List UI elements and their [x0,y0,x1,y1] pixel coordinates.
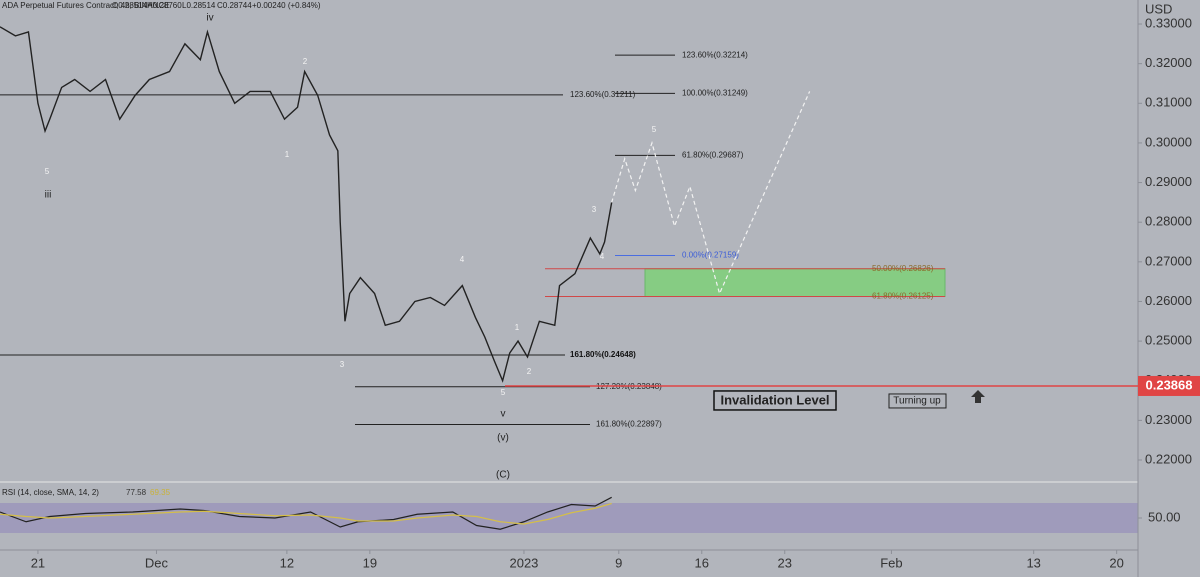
rsi-line [0,502,612,525]
price-tag-label: 0.23868 [1146,377,1193,392]
y-tick-label: 0.33000 [1145,15,1192,30]
y-tick-label: 0.22000 [1145,451,1192,466]
ohlc-label: H0.28760 [147,1,182,10]
rsi-value: 77.58 [126,488,147,497]
wave-label: 3 [592,205,597,214]
wave-label: 4 [600,252,605,261]
x-tick-label: Feb [880,555,902,570]
note-box [888,393,947,409]
fib-label: 161.80%(0.24648) [570,350,636,359]
fib-label: 123.60%(0.32214) [682,50,748,59]
rsi-title: RSI (14, close, SMA, 14, 2) [2,488,99,497]
wave-label: iii [45,190,52,201]
invalidation-label: Invalidation Level [720,392,829,407]
y-tick-label: 0.23000 [1145,412,1192,427]
y-tick-label: 0.26000 [1145,293,1192,308]
wave-label: (v) [497,433,509,444]
x-tick-label: 16 [695,555,709,570]
invalidation-box [713,390,837,411]
fib-label: 61.80%(0.26125) [872,292,934,301]
wave-label: 1 [285,150,290,159]
wave-label: v [501,409,506,420]
fib-label: 50.00%(0.26826) [872,264,934,273]
arrow-up [971,389,985,403]
fib-label: 100.00%(0.31249) [682,89,748,98]
title: ADA Perpetual Futures Contract, 4h, BINA… [2,1,170,10]
target-zone [644,268,946,298]
price-line [0,26,613,383]
ohlc-label: L0.28514 [182,1,216,10]
x-tick-label: 12 [280,555,294,570]
y-axis-label: USD [1145,1,1172,16]
wave-label: 2 [303,57,308,66]
ohlc-label: +0.00240 (+0.84%) [252,1,321,10]
y-tick-label: 50.00 [1148,509,1181,524]
ohlc-label: C0.28744 [217,1,252,10]
fib-label: 61.80%(0.29687) [682,150,744,159]
fib-label: 161.80%(0.22897) [596,420,662,429]
price-tag [1138,375,1200,396]
wave-label: 5 [501,388,506,397]
wave-label: 2 [527,367,532,376]
x-tick-label: 2023 [509,555,538,570]
price-line [611,91,811,296]
fib-label: 123.60%(0.31211) [570,90,636,99]
wave-label: 4 [460,255,465,264]
y-tick-label: 0.30000 [1145,134,1192,149]
x-tick-label: 9 [615,555,622,570]
rsi-line [0,496,612,530]
x-tick-label: 20 [1109,555,1123,570]
wave-label: 3 [340,360,345,369]
y-tick-label: 0.25000 [1145,333,1192,348]
x-tick-label: 13 [1026,555,1040,570]
wave-label: 5 [45,167,50,176]
y-tick-label: 0.31000 [1145,95,1192,110]
y-tick-label: 0.27000 [1145,253,1192,268]
fib-label: 0.00%(0.27159) [682,251,739,260]
wave-label: 5 [652,125,657,134]
wave-label: iv [206,13,213,24]
ohlc-label: O0.28514 [112,1,148,10]
y-tick-label: 0.32000 [1145,55,1192,70]
note: Turning up [893,396,941,407]
x-tick-label: 19 [363,555,377,570]
rsi-band [0,503,1138,533]
x-tick-label: Dec [145,555,169,570]
x-tick-label: 21 [31,555,45,570]
wave-label: (C) [496,470,510,481]
rsi-ma-value: 69.35 [150,488,171,497]
x-tick-label: 23 [778,555,792,570]
y-tick-label: 0.28000 [1145,214,1192,229]
wave-label: 1 [515,323,520,332]
y-tick-label: 0.29000 [1145,174,1192,189]
